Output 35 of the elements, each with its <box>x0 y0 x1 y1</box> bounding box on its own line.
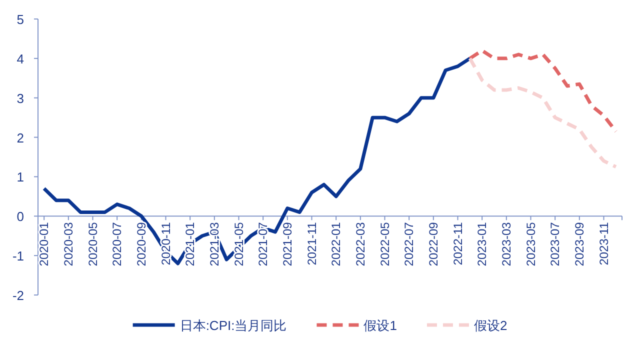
x-tick-label: 2021-09 <box>280 222 294 266</box>
y-tick-label: 1 <box>16 170 24 185</box>
x-tick-label: 2021-07 <box>256 222 270 266</box>
x-tick-label: 2023-11 <box>596 222 611 266</box>
x-tick-label: 2022-01 <box>329 222 344 266</box>
x-tick-label: 2020-01 <box>37 222 52 266</box>
x-tick-label: 2021-03 <box>207 222 222 266</box>
x-tick-label: 2021-01 <box>183 222 198 266</box>
x-tick-label: 2022-07 <box>402 222 416 266</box>
x-tick-label: 2022-03 <box>353 222 368 266</box>
x-tick-label: 2023-01 <box>475 222 490 266</box>
x-tick-label: 2020-03 <box>61 222 76 266</box>
x-tick-label: 2022-11 <box>450 222 465 266</box>
x-tick-label: 2020-09 <box>134 222 148 266</box>
y-tick-label: 5 <box>16 12 24 27</box>
legend-label: 假设2 <box>474 318 508 333</box>
x-tick-label: 2021-05 <box>232 222 246 266</box>
y-tick-label: 3 <box>16 90 24 106</box>
x-tick-label: 2022-05 <box>378 222 392 266</box>
legend-label: 日本:CPI:当月同比 <box>180 318 287 333</box>
y-tick-label: 0 <box>16 209 24 224</box>
y-tick-label: 2 <box>16 130 24 146</box>
x-tick-label: 2021-11 <box>304 222 319 266</box>
legend-label: 假设1 <box>364 318 397 333</box>
x-tick-label: 2023-09 <box>572 222 586 266</box>
x-tick-label: 2020-11 <box>158 222 173 266</box>
y-tick-label: 4 <box>16 51 24 66</box>
x-tick-label: 2020-05 <box>86 222 100 266</box>
x-tick-label: 2023-07 <box>548 222 562 266</box>
x-tick-label: 2022-09 <box>426 222 440 266</box>
x-tick-label: 2023-05 <box>524 222 538 266</box>
y-tick-label: -1 <box>12 248 24 264</box>
y-tick-label: -2 <box>12 288 24 303</box>
x-tick-label: 2020-07 <box>110 222 124 266</box>
x-tick-label: 2023-03 <box>499 222 514 266</box>
